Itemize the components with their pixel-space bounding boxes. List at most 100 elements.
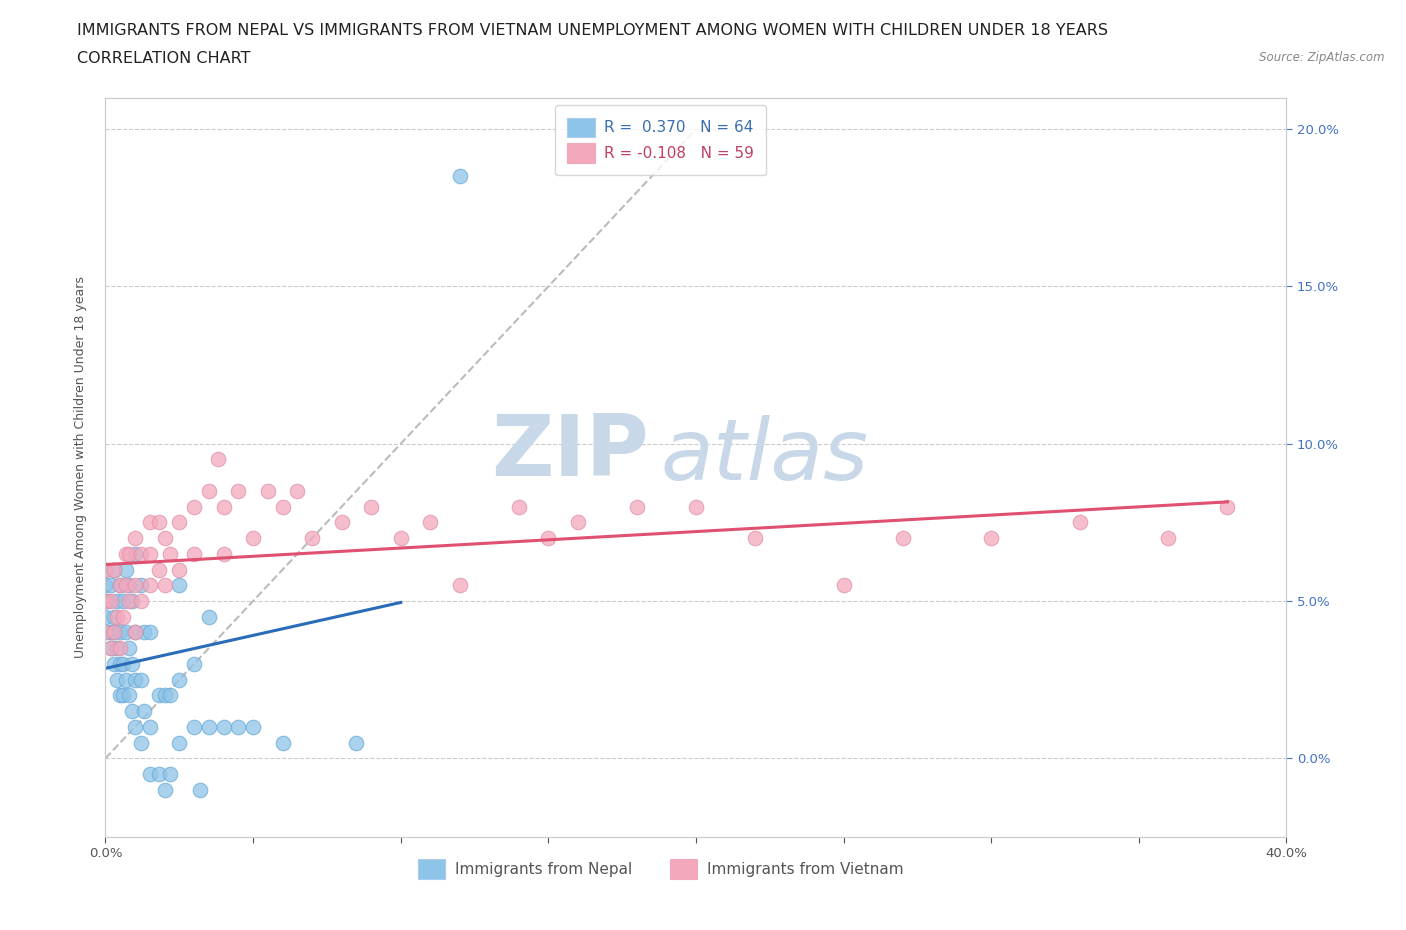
Point xyxy=(169,736,191,751)
Point xyxy=(159,688,181,703)
Point xyxy=(110,578,132,592)
Point xyxy=(138,766,162,781)
Point xyxy=(169,562,191,577)
Point xyxy=(115,562,138,577)
Point xyxy=(346,736,368,751)
Point xyxy=(891,531,914,546)
Point xyxy=(449,578,471,592)
Point xyxy=(132,704,155,719)
Point xyxy=(138,547,162,562)
Point xyxy=(287,484,309,498)
Point xyxy=(110,578,132,592)
Point xyxy=(100,593,122,608)
Point xyxy=(112,609,135,624)
Point xyxy=(112,688,135,703)
Point xyxy=(105,672,128,687)
Point xyxy=(110,641,132,656)
Point xyxy=(121,657,143,671)
Point xyxy=(100,578,122,592)
Point xyxy=(97,593,120,608)
Point xyxy=(110,688,132,703)
Point xyxy=(112,657,135,671)
Point xyxy=(1069,515,1091,530)
Point xyxy=(389,531,412,546)
Point xyxy=(138,625,162,640)
Point xyxy=(153,782,176,797)
Point xyxy=(832,578,855,592)
Legend: Immigrants from Nepal, Immigrants from Vietnam: Immigrants from Nepal, Immigrants from V… xyxy=(412,853,910,884)
Point xyxy=(626,499,648,514)
Point xyxy=(103,625,125,640)
Point xyxy=(301,531,323,546)
Point xyxy=(169,672,191,687)
Point xyxy=(159,766,181,781)
Point xyxy=(124,547,146,562)
Point xyxy=(257,484,280,498)
Point xyxy=(94,593,117,608)
Point xyxy=(124,531,146,546)
Point xyxy=(129,736,152,751)
Point xyxy=(980,531,1002,546)
Point xyxy=(115,578,138,592)
Point xyxy=(105,641,128,656)
Point xyxy=(567,515,589,530)
Point xyxy=(330,515,353,530)
Point xyxy=(183,499,205,514)
Point xyxy=(103,625,125,640)
Point xyxy=(207,452,229,467)
Point xyxy=(124,672,146,687)
Point xyxy=(115,625,138,640)
Point xyxy=(148,515,170,530)
Point xyxy=(129,547,152,562)
Text: CORRELATION CHART: CORRELATION CHART xyxy=(77,51,250,66)
Point xyxy=(1216,499,1239,514)
Point xyxy=(103,657,125,671)
Point xyxy=(271,499,294,514)
Text: ZIP: ZIP xyxy=(491,411,648,494)
Point xyxy=(153,531,176,546)
Point xyxy=(129,672,152,687)
Point xyxy=(110,657,132,671)
Point xyxy=(419,515,441,530)
Point xyxy=(153,688,176,703)
Point xyxy=(360,499,382,514)
Point xyxy=(685,499,707,514)
Point xyxy=(94,578,117,592)
Point xyxy=(242,720,264,735)
Text: IMMIGRANTS FROM NEPAL VS IMMIGRANTS FROM VIETNAM UNEMPLOYMENT AMONG WOMEN WITH C: IMMIGRANTS FROM NEPAL VS IMMIGRANTS FROM… xyxy=(77,23,1108,38)
Point xyxy=(148,688,170,703)
Point xyxy=(112,593,135,608)
Point xyxy=(118,593,141,608)
Point xyxy=(271,736,294,751)
Point xyxy=(188,782,211,797)
Point xyxy=(169,578,191,592)
Point xyxy=(537,531,560,546)
Point xyxy=(138,720,162,735)
Point xyxy=(97,625,120,640)
Point xyxy=(744,531,766,546)
Point xyxy=(197,720,219,735)
Point xyxy=(148,766,170,781)
Point xyxy=(228,484,250,498)
Point xyxy=(197,609,219,624)
Point xyxy=(183,657,205,671)
Point xyxy=(121,704,143,719)
Y-axis label: Unemployment Among Women with Children Under 18 years: Unemployment Among Women with Children U… xyxy=(73,276,87,658)
Point xyxy=(110,625,132,640)
Point xyxy=(129,593,152,608)
Point xyxy=(212,499,235,514)
Point xyxy=(153,578,176,592)
Point xyxy=(124,625,146,640)
Point xyxy=(197,484,219,498)
Point xyxy=(94,593,117,608)
Point xyxy=(169,515,191,530)
Point xyxy=(105,593,128,608)
Point xyxy=(103,562,125,577)
Point xyxy=(121,593,143,608)
Point xyxy=(212,720,235,735)
Point xyxy=(94,625,117,640)
Point xyxy=(132,625,155,640)
Point xyxy=(212,547,235,562)
Point xyxy=(138,578,162,592)
Point xyxy=(138,515,162,530)
